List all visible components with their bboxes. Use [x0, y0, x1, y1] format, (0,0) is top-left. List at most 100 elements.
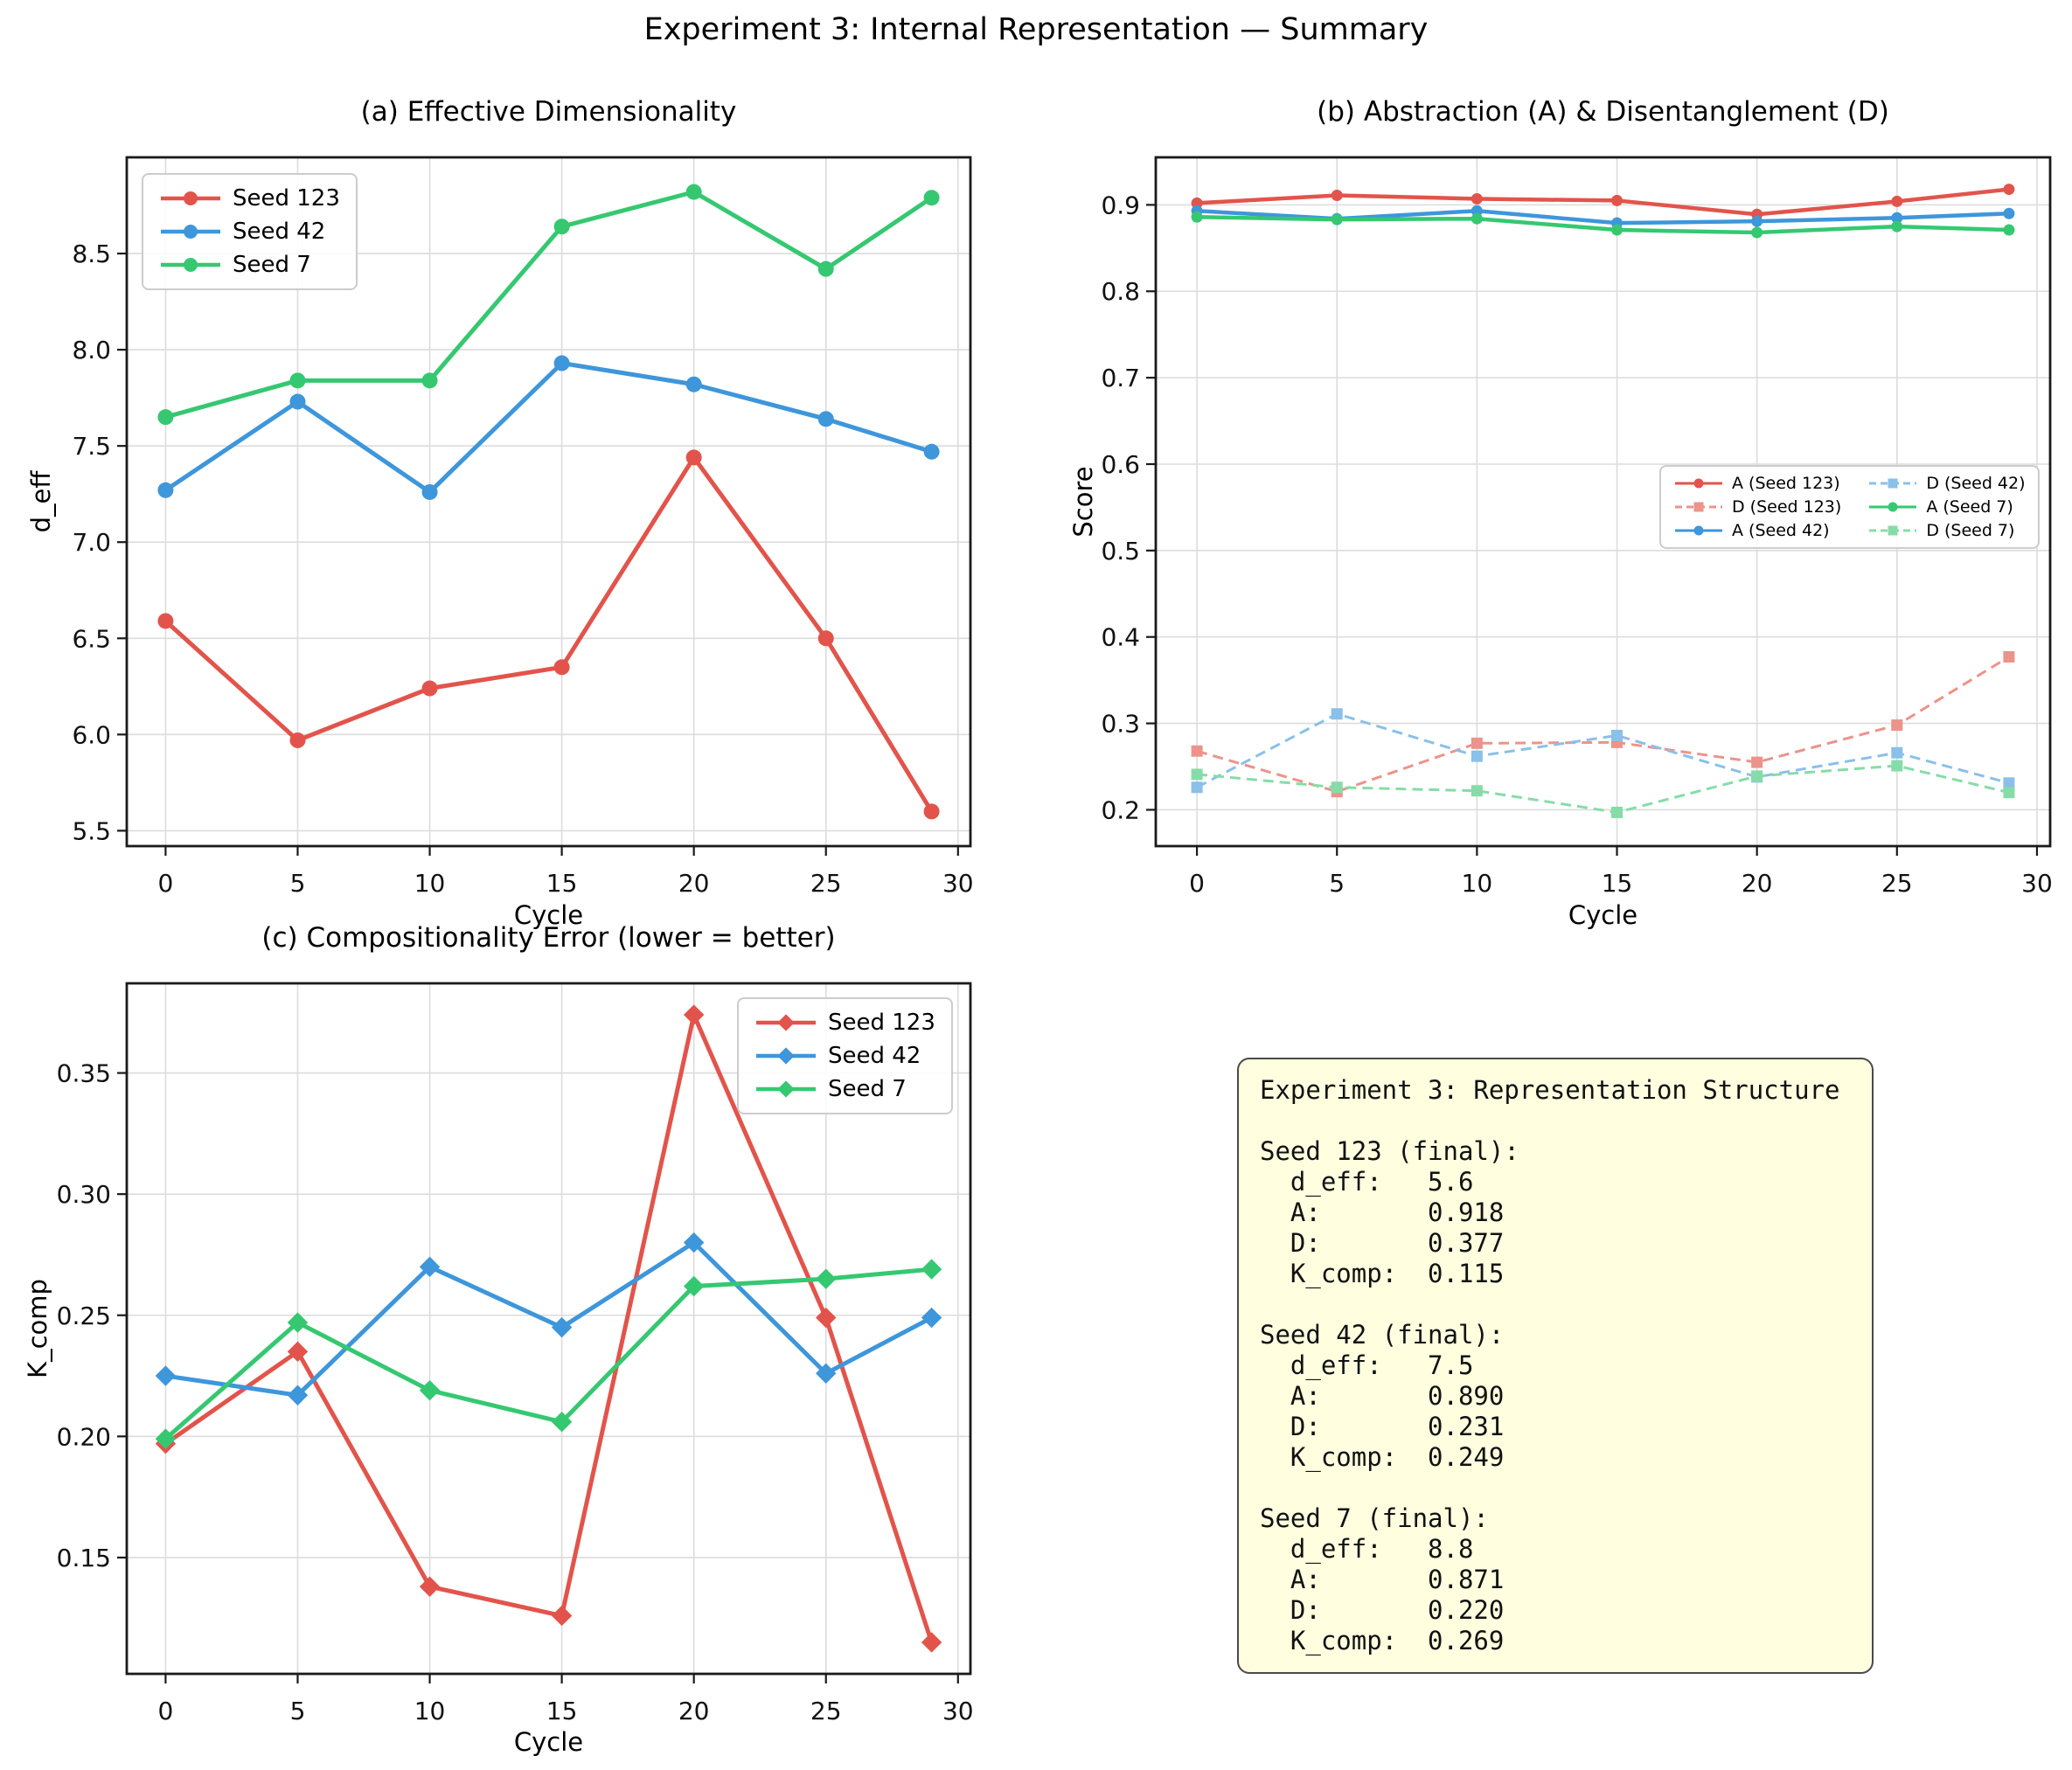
legend-item: Seed 42: [159, 219, 340, 245]
legend-label: A (Seed 42): [1732, 521, 1830, 540]
y-tick-label: 6.5: [72, 624, 111, 653]
x-tick-label: 25: [810, 869, 842, 898]
legend-sample: [161, 258, 220, 272]
square-marker: [1888, 525, 1898, 536]
legend-item: Seed 123: [754, 1010, 935, 1036]
legend-sample: [161, 191, 220, 205]
square-marker: [1891, 746, 1903, 759]
circle-marker: [2003, 224, 2015, 236]
circle-marker: [1693, 478, 1704, 489]
legend-sample: [1675, 502, 1722, 512]
diamond-marker: [921, 1307, 942, 1329]
y-tick-label: 6.0: [72, 720, 111, 749]
figure-title: Experiment 3: Internal Representation — …: [643, 12, 1429, 47]
x-tick-label: 5: [290, 1697, 306, 1725]
ticks: 0 5 10 15 20 25 30 5.5 6.0 6.5 7.0 7.5 8.0 8.5: [72, 239, 973, 898]
diamond-marker: [921, 1632, 942, 1653]
legend-item: D (Seed 7): [1867, 521, 2025, 540]
y-tick-label: 7.0: [72, 528, 111, 557]
circle-marker: [2003, 207, 2015, 219]
diamond-marker: [419, 1379, 441, 1401]
diamond-marker: [551, 1605, 573, 1627]
circle-marker: [184, 225, 198, 239]
legend-item: Seed 123: [159, 185, 340, 212]
square-marker: [1191, 745, 1203, 757]
diamond-marker: [777, 1080, 795, 1098]
y-tick-label: 8.0: [72, 336, 111, 364]
circle-marker: [923, 190, 940, 206]
y-tick-label: 0.35: [57, 1059, 111, 1088]
y-tick-label: 7.5: [72, 432, 111, 461]
x-tick-label: 30: [942, 1697, 974, 1725]
axes-frame: [1154, 156, 2052, 848]
diamond-marker: [419, 1576, 441, 1597]
circle-marker: [289, 732, 306, 748]
x-tick-label: 0: [157, 869, 173, 898]
legend-label: Seed 7: [233, 252, 311, 278]
square-marker: [2003, 777, 2015, 789]
y-tick-label: 0.3: [1101, 710, 1140, 739]
circle-marker: [1611, 194, 1624, 206]
legend-label: Seed 42: [233, 219, 326, 245]
circle-marker: [289, 393, 306, 410]
square-marker: [1191, 768, 1203, 781]
square-marker: [1891, 760, 1903, 772]
legend-label: A (Seed 7): [1926, 497, 2013, 517]
legend-sample: [756, 1080, 816, 1098]
x-tick-label: 0: [157, 1697, 173, 1725]
circle-marker: [817, 630, 834, 647]
square-marker: [2003, 650, 2015, 663]
panel-b-xlabel: Cycle: [1568, 900, 1638, 930]
ticks: 0 5 10 15 20 25 30 0.15 0.20 0.25 0.30 0.35: [57, 1059, 974, 1725]
circle-marker: [1471, 205, 1483, 217]
diamond-marker: [921, 1259, 942, 1280]
series: [1191, 184, 2015, 818]
legend-sample: [1869, 525, 1917, 536]
legend-item: A (Seed 7): [1867, 497, 2025, 517]
square-marker: [1471, 750, 1483, 762]
axes-frame: [125, 156, 972, 848]
x-tick-label: 10: [414, 1697, 446, 1725]
circle-marker: [1751, 226, 1763, 239]
circle-marker: [157, 613, 174, 629]
square-marker: [1751, 770, 1763, 782]
series-line: [1196, 187, 2010, 217]
diamond-marker: [777, 1047, 795, 1065]
circle-marker: [421, 483, 438, 500]
legend-sample: [161, 225, 220, 239]
circle-marker: [289, 372, 306, 389]
diamond-marker: [551, 1316, 573, 1338]
legend-label: Seed 42: [828, 1043, 921, 1069]
legend-sample: [1675, 525, 1722, 536]
x-tick-label: 10: [414, 869, 446, 898]
legend-label: D (Seed 7): [1926, 521, 2015, 540]
x-tick-label: 15: [1602, 869, 1633, 898]
diamond-marker: [683, 1004, 705, 1025]
y-tick-label: 0.30: [57, 1180, 111, 1209]
y-tick-label: 0.5: [1101, 537, 1140, 566]
legend-item: Seed 7: [754, 1076, 935, 1102]
y-tick-label: 0.4: [1101, 623, 1140, 652]
series-line: [1196, 209, 2010, 226]
legend-sample: [756, 1014, 816, 1031]
x-tick-label: 10: [1462, 869, 1493, 898]
legend-label: Seed 123: [828, 1010, 935, 1036]
diamond-marker: [683, 1275, 705, 1297]
y-tick-label: 0.6: [1101, 450, 1140, 479]
circle-marker: [157, 409, 174, 426]
summary-box: Experiment 3: Representation Structure S…: [1237, 1058, 1874, 1674]
panel-a-xlabel: Cycle: [513, 900, 584, 930]
legend-sample: [756, 1047, 816, 1065]
square-marker: [1471, 737, 1483, 749]
circle-marker: [1471, 192, 1483, 205]
diamond-marker: [155, 1365, 177, 1386]
square-marker: [1891, 719, 1903, 732]
circle-marker: [1891, 195, 1903, 207]
circle-marker: [1888, 502, 1898, 512]
x-tick-label: 25: [810, 1697, 842, 1725]
circle-marker: [1611, 224, 1624, 236]
circle-marker: [1331, 190, 1343, 202]
circle-marker: [923, 803, 940, 820]
series-line: [164, 361, 933, 495]
y-tick-label: 0.2: [1101, 795, 1140, 824]
